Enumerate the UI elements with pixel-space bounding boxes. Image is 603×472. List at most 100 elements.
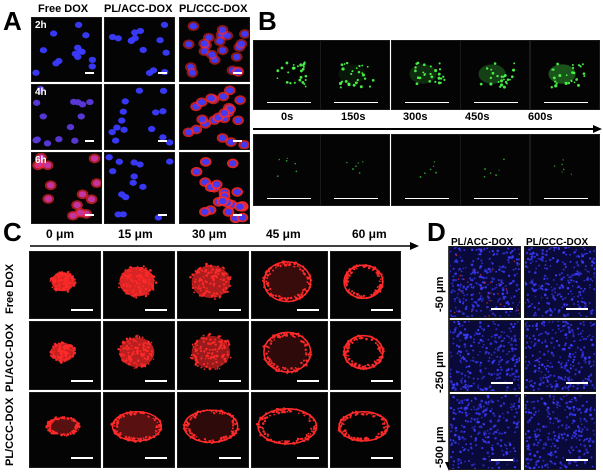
panel-a-col-header: Free DOX	[38, 3, 89, 15]
scale-bar	[219, 309, 241, 311]
fluorescence-tile	[530, 40, 600, 110]
fluorescence-tile	[320, 134, 390, 206]
tissue-section-tile	[449, 320, 521, 392]
depth-label: 45 μm	[266, 227, 301, 241]
scale-bar	[85, 140, 94, 142]
scale-bar	[297, 457, 319, 459]
time-label: 300s	[403, 111, 428, 123]
fluorescence-tile	[530, 134, 600, 206]
scale-bar	[491, 382, 513, 384]
depth-label: 60 μm	[352, 227, 387, 241]
spheroid-slice-tile	[103, 251, 175, 319]
scale-bar	[544, 198, 588, 199]
panel-a-col-header: PL/ACC-DOX	[104, 3, 173, 15]
panel-c-row-label: PL/CCC-DOX	[4, 397, 16, 466]
scale-bar	[233, 140, 242, 142]
panel-d-col-header: PL/ACC-DOX	[451, 237, 514, 248]
scale-bar	[334, 102, 378, 103]
spheroid-slice-tile	[177, 251, 249, 319]
scale-bar	[544, 102, 588, 103]
fluorescence-tile	[253, 134, 323, 206]
micrograph-tile	[104, 84, 175, 150]
panel-label-c: C	[3, 217, 22, 247]
scale-bar	[566, 308, 588, 310]
micrograph-tile	[179, 84, 250, 150]
time-label: 0s	[281, 111, 294, 123]
depth-label: 0 μm	[46, 227, 75, 241]
fluorescence-tile	[253, 40, 323, 110]
scale-bar	[371, 380, 393, 382]
time-label: 600s	[528, 111, 553, 123]
scale-bar	[71, 457, 93, 459]
spheroid-slice-tile	[251, 392, 328, 468]
scale-bar	[297, 309, 319, 311]
scale-bar	[71, 309, 93, 311]
depth-label: 15 μm	[118, 227, 153, 241]
scale-bar	[334, 198, 378, 199]
scale-bar	[491, 459, 513, 461]
micrograph-tile	[104, 152, 175, 224]
scale-bar	[158, 140, 167, 142]
scale-bar	[474, 198, 518, 199]
time-arrow	[253, 125, 602, 133]
spheroid-slice-tile	[330, 251, 401, 319]
fluorescence-tile	[391, 40, 461, 110]
spheroid-slice-tile	[251, 321, 328, 390]
scale-bar	[145, 380, 167, 382]
scale-bar	[233, 214, 242, 216]
panel-c-row-label: PL/ACC-DOX	[4, 323, 16, 392]
scale-bar	[233, 72, 242, 74]
scale-bar	[566, 459, 588, 461]
scale-bar	[371, 457, 393, 459]
fluorescence-tile	[460, 134, 530, 206]
spheroid-slice-tile	[29, 251, 101, 319]
tissue-section-tile	[524, 394, 596, 470]
spheroid-slice-tile	[103, 392, 175, 468]
time-label: 450s	[465, 111, 490, 123]
micrograph-tile	[179, 17, 250, 82]
time-point-label: 6h	[35, 155, 47, 166]
tissue-section-tile	[524, 320, 596, 392]
scale-bar	[71, 380, 93, 382]
depth-arrow	[30, 242, 419, 250]
fluorescence-tile	[391, 134, 461, 206]
scale-bar	[85, 214, 94, 216]
spheroid-slice-tile	[177, 392, 249, 468]
spheroid-slice-tile	[177, 321, 249, 390]
panel-d-col-header: PL/CCC-DOX	[526, 237, 589, 248]
tissue-section-tile	[449, 394, 521, 470]
spheroid-slice-tile	[330, 392, 401, 468]
scale-bar	[219, 380, 241, 382]
micrograph-tile: 6h	[31, 152, 102, 224]
spheroid-slice-tile	[29, 321, 101, 390]
micrograph-tile: 2h	[31, 17, 102, 82]
scale-bar	[371, 309, 393, 311]
scale-bar	[145, 309, 167, 311]
fluorescence-tile	[320, 40, 390, 110]
panel-a-col-header: PL/CCC-DOX	[179, 3, 248, 15]
panel-label-d: D	[427, 217, 446, 247]
tissue-section-tile	[449, 246, 521, 318]
scale-bar	[145, 457, 167, 459]
spheroid-slice-tile	[330, 321, 401, 390]
fluorescence-tile	[460, 40, 530, 110]
micrograph-tile	[179, 152, 250, 224]
spheroid-slice-tile	[251, 251, 328, 319]
scale-bar	[219, 457, 241, 459]
scale-bar	[405, 102, 449, 103]
micrograph-tile	[104, 17, 175, 82]
time-point-label: 2h	[35, 20, 47, 31]
scale-bar	[85, 72, 94, 74]
panel-c-row-label: Free DOX	[4, 263, 16, 314]
tissue-section-tile	[524, 246, 596, 318]
micrograph-tile: 4h	[31, 84, 102, 150]
scale-bar	[267, 102, 311, 103]
spheroid-slice-tile	[29, 392, 101, 468]
time-label: 150s	[341, 111, 366, 123]
scale-bar	[566, 382, 588, 384]
scale-bar	[297, 380, 319, 382]
panel-label-b: B	[258, 6, 277, 36]
scale-bar	[158, 214, 167, 216]
scale-bar	[267, 198, 311, 199]
scale-bar	[491, 308, 513, 310]
